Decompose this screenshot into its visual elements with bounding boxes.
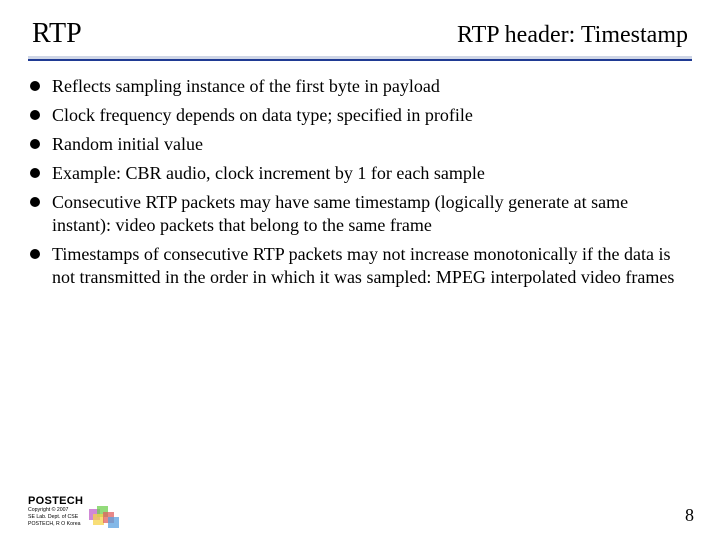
list-item: Random initial value — [30, 133, 684, 156]
list-item: Consecutive RTP packets may have same ti… — [30, 191, 684, 237]
bullet-text: Clock frequency depends on data type; sp… — [52, 104, 473, 127]
footer-org: POSTECH — [28, 495, 83, 507]
footer-text: POSTECH Copyright © 2007 SE Lab. Dept. o… — [28, 495, 83, 528]
slide-title-right: RTP header: Timestamp — [457, 22, 688, 49]
divider-line — [28, 59, 692, 61]
page-number: 8 — [685, 505, 694, 526]
bullet-text: Reflects sampling instance of the first … — [52, 75, 440, 98]
bullet-text: Timestamps of consecutive RTP packets ma… — [52, 243, 684, 289]
slide: RTP RTP header: Timestamp Reflects sampl… — [0, 0, 720, 540]
bullet-icon — [30, 168, 40, 178]
list-item: Clock frequency depends on data type; sp… — [30, 104, 684, 127]
bullet-text: Consecutive RTP packets may have same ti… — [52, 191, 684, 237]
header-row: RTP RTP header: Timestamp — [28, 18, 692, 54]
list-item: Reflects sampling instance of the first … — [30, 75, 684, 98]
logo-square — [108, 517, 119, 528]
bullet-text: Random initial value — [52, 133, 203, 156]
bullet-icon — [30, 110, 40, 120]
footer: POSTECH Copyright © 2007 SE Lab. Dept. o… — [28, 495, 119, 528]
list-item: Example: CBR audio, clock increment by 1… — [30, 162, 684, 185]
bullet-list: Reflects sampling instance of the first … — [28, 75, 692, 289]
slide-title-left: RTP — [32, 18, 82, 50]
footer-logo-icon — [89, 506, 119, 528]
bullet-text: Example: CBR audio, clock increment by 1… — [52, 162, 485, 185]
list-item: Timestamps of consecutive RTP packets ma… — [30, 243, 684, 289]
bullet-icon — [30, 139, 40, 149]
bullet-icon — [30, 249, 40, 259]
divider — [28, 56, 692, 61]
footer-copyright-line: POSTECH, R O Korea — [28, 522, 83, 528]
bullet-icon — [30, 81, 40, 91]
bullet-icon — [30, 197, 40, 207]
